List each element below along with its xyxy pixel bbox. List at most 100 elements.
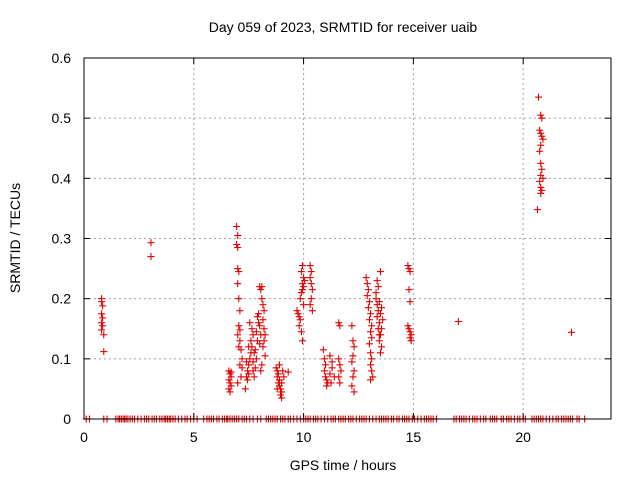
data-point <box>367 349 375 357</box>
data-point <box>275 361 283 369</box>
data-point <box>306 274 314 282</box>
data-point <box>336 322 344 330</box>
data-point <box>300 274 308 282</box>
data-point <box>238 355 246 363</box>
data-point <box>257 286 265 294</box>
data-point <box>535 93 543 101</box>
data-point <box>379 316 387 324</box>
data-point <box>98 319 106 327</box>
data-point <box>406 268 414 276</box>
data-point <box>100 348 108 356</box>
data-point <box>307 280 315 288</box>
data-point <box>227 368 235 376</box>
data-point <box>245 370 253 378</box>
data-point <box>250 373 258 381</box>
data-point <box>405 325 413 333</box>
data-point <box>255 310 263 318</box>
data-point <box>367 361 375 369</box>
data-point <box>297 328 305 336</box>
data-point <box>247 337 255 345</box>
data-point <box>407 331 415 339</box>
data-point <box>251 364 259 372</box>
data-point <box>259 343 267 351</box>
data-point <box>363 292 371 300</box>
data-point <box>252 355 260 363</box>
data-point <box>277 391 285 399</box>
data-point <box>326 352 334 360</box>
y-tick-label: 0.6 <box>52 50 72 66</box>
data-point <box>234 244 242 252</box>
data-point <box>335 373 343 381</box>
data-point <box>225 385 233 393</box>
data-point <box>278 394 286 402</box>
data-point <box>246 319 254 327</box>
data-point <box>368 367 376 375</box>
data-point <box>375 337 383 345</box>
data-point <box>274 370 282 378</box>
data-point <box>235 268 243 276</box>
data-point <box>279 367 287 375</box>
data-point <box>250 349 258 357</box>
data-point <box>99 302 107 310</box>
data-point <box>405 265 413 273</box>
data-point <box>147 253 155 261</box>
data-point <box>296 316 304 324</box>
data-point <box>363 280 371 288</box>
data-points <box>82 93 589 423</box>
data-point <box>235 295 243 303</box>
data-point <box>100 331 108 339</box>
data-point <box>406 334 414 342</box>
data-point <box>368 355 376 363</box>
data-point <box>278 388 286 396</box>
data-point <box>537 111 545 119</box>
y-tick-label: 0 <box>63 411 71 427</box>
data-point <box>306 262 314 270</box>
data-point <box>99 314 107 322</box>
data-point <box>367 328 375 336</box>
data-point <box>295 322 303 330</box>
data-point <box>245 343 253 351</box>
data-point <box>319 346 327 354</box>
data-point <box>235 322 243 330</box>
data-point <box>298 262 306 270</box>
data-point <box>284 368 292 376</box>
data-point <box>273 385 281 393</box>
data-point <box>234 231 242 239</box>
data-point <box>236 326 244 334</box>
data-point <box>234 280 242 288</box>
data-point <box>348 382 356 390</box>
data-point <box>349 373 357 381</box>
data-point <box>238 364 246 372</box>
data-point <box>328 364 336 372</box>
data-point <box>306 301 314 309</box>
data-point <box>350 343 358 351</box>
data-point <box>308 307 316 315</box>
data-point <box>538 165 546 173</box>
data-point <box>375 331 383 339</box>
data-point <box>298 286 306 294</box>
data-point <box>405 286 413 294</box>
data-point <box>538 114 546 122</box>
data-point <box>298 337 306 345</box>
data-point <box>258 283 266 291</box>
data-point <box>225 376 233 384</box>
data-point <box>226 379 234 387</box>
data-point <box>260 337 268 345</box>
data-point <box>368 322 376 330</box>
data-point <box>373 277 381 285</box>
data-point <box>406 298 414 306</box>
data-point <box>249 331 257 339</box>
x-tick-label: 20 <box>515 429 531 445</box>
data-point <box>233 241 241 249</box>
data-point <box>536 147 544 155</box>
data-point <box>349 337 357 345</box>
data-point <box>404 322 412 330</box>
data-point <box>375 298 383 306</box>
data-point <box>255 319 263 327</box>
x-tick-label: 0 <box>80 429 88 445</box>
data-point <box>365 340 373 348</box>
data-point <box>236 337 244 345</box>
data-point <box>251 346 259 354</box>
data-point <box>258 361 266 369</box>
y-axis-label: SRMTID / TECUs <box>7 183 23 293</box>
